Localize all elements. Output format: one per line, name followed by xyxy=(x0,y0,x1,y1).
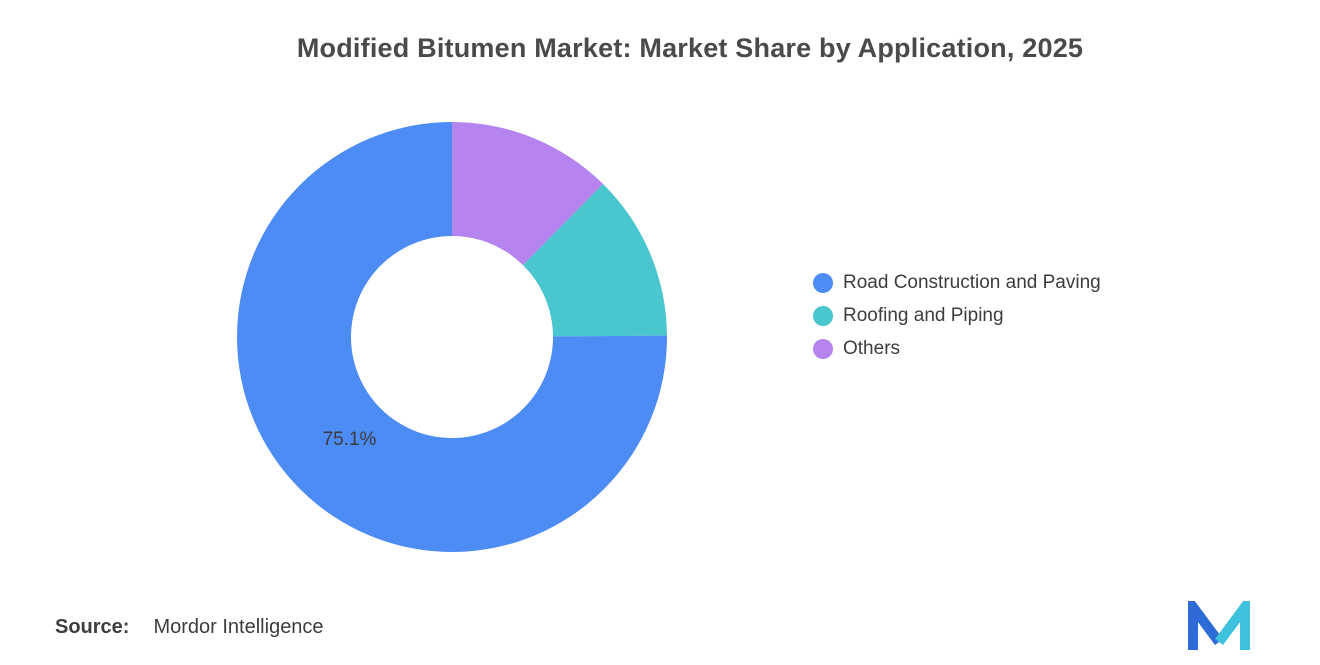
source-line: Source: Mordor Intelligence xyxy=(55,616,324,639)
legend-marker-icon xyxy=(813,273,833,293)
mordor-intelligence-logo-icon xyxy=(1188,601,1250,650)
legend-label: Road Construction and Paving xyxy=(843,272,1101,293)
donut-slice-others xyxy=(452,122,604,266)
legend-marker-icon xyxy=(813,306,833,326)
legend-label: Others xyxy=(843,338,901,359)
legend: Road Construction and Paving Roofing and… xyxy=(813,271,1101,361)
donut-slice-road-construction-and-paving xyxy=(237,122,668,552)
legend-marker-icon xyxy=(813,339,833,359)
legend-item: Roofing and Piping xyxy=(813,304,1101,328)
legend-item: Road Construction and Paving xyxy=(813,271,1101,295)
legend-item: Others xyxy=(813,337,1101,361)
source-prefix: Source: xyxy=(55,616,130,638)
legend-label: Roofing and Piping xyxy=(843,305,1004,326)
donut-slice-roofing-and-piping xyxy=(522,184,667,337)
source-text: Mordor Intelligence xyxy=(153,616,324,638)
chart-title: Modified Bitumen Market: Market Share by… xyxy=(296,33,1084,63)
donut-data-label: 75.1% xyxy=(323,429,377,450)
